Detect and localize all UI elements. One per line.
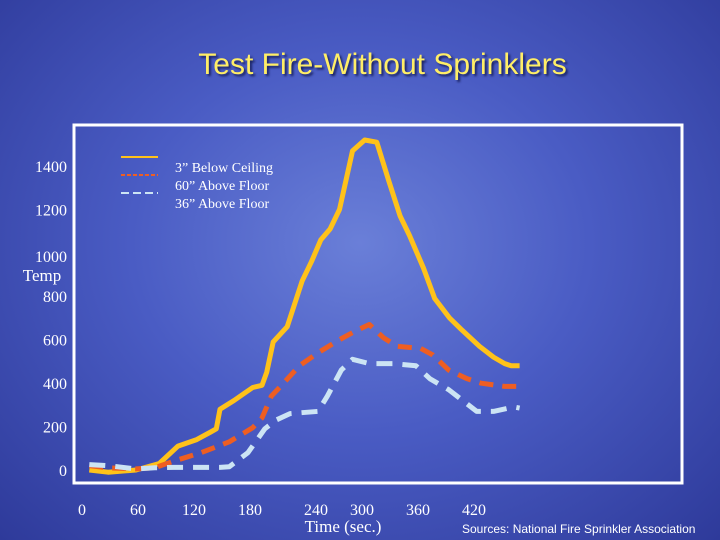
y-tick-label: 0 <box>59 463 67 480</box>
legend: 3” Below Ceiling 60” Above Floor 36” Above… <box>121 156 273 212</box>
series-line-3 <box>89 356 521 472</box>
y-axis-label: Temp <box>23 266 61 285</box>
y-axis-ticks: 0 200 400 600 800 1000 1200 1400 <box>35 159 67 480</box>
y-tick-label: 600 <box>43 333 67 350</box>
series-layer <box>89 137 521 475</box>
x-axis-label: Time (sec.) <box>305 517 382 536</box>
x-tick-label: 180 <box>238 502 262 519</box>
x-tick-label: 240 <box>304 502 328 519</box>
x-axis-ticks: 0 60 120 180 240 300 360 420 <box>78 502 486 519</box>
y-tick-label: 200 <box>43 420 67 437</box>
series-line-1 <box>89 137 520 475</box>
x-tick-label: 420 <box>462 502 486 519</box>
legend-label: 3” Below Ceiling <box>175 161 273 176</box>
series-line-2 <box>89 322 520 472</box>
legend-label: 60” Above Floor <box>175 179 269 194</box>
source-note: Sources: National Fire Sprinkler Associa… <box>462 522 696 536</box>
y-tick-label: 800 <box>43 289 67 306</box>
y-tick-label: 1400 <box>35 159 67 176</box>
chart-title: Test Fire-Without Sprinklers <box>198 48 567 81</box>
y-tick-label: 1200 <box>35 202 67 219</box>
x-tick-label: 360 <box>406 502 430 519</box>
x-tick-label: 300 <box>350 502 374 519</box>
x-tick-label: 60 <box>130 502 146 519</box>
x-tick-label: 120 <box>182 502 206 519</box>
y-tick-label: 1000 <box>35 249 67 266</box>
plot-area-frame <box>72 123 684 485</box>
x-tick-label: 0 <box>78 502 86 519</box>
legend-label: 36” Above Floor <box>175 197 269 212</box>
y-tick-label: 400 <box>43 376 67 393</box>
